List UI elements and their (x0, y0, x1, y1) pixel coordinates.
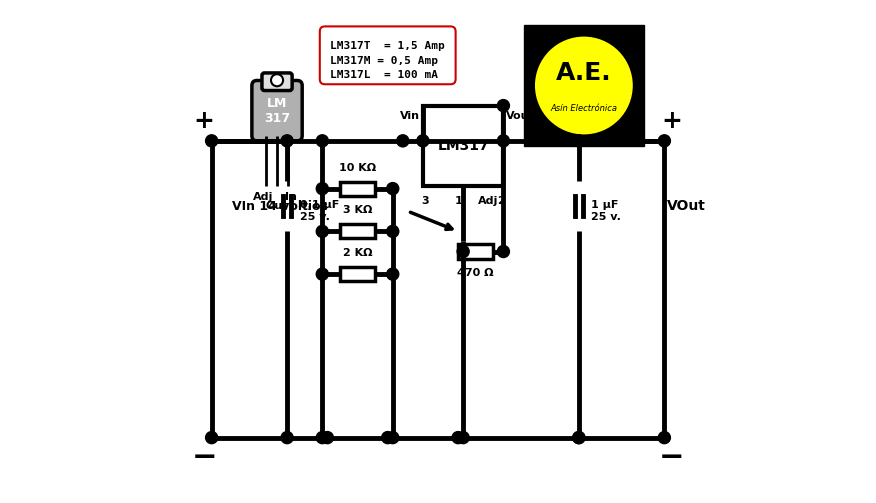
Circle shape (573, 432, 585, 444)
Circle shape (397, 135, 409, 147)
Text: LM317: LM317 (437, 139, 489, 153)
Text: 3 KΩ: 3 KΩ (343, 205, 372, 215)
Text: LM
317: LM 317 (264, 97, 290, 125)
Circle shape (316, 183, 328, 195)
Text: In: In (285, 192, 297, 202)
Circle shape (417, 135, 429, 147)
Text: Adj: Adj (478, 196, 498, 206)
Circle shape (271, 74, 283, 87)
Circle shape (386, 225, 399, 237)
Text: 0,1 μF
25 v.: 0,1 μF 25 v. (300, 201, 339, 222)
Circle shape (206, 432, 217, 444)
Text: Adj: Adj (253, 192, 273, 202)
Circle shape (498, 245, 510, 258)
Text: LM317M = 0,5 Amp: LM317M = 0,5 Amp (330, 56, 438, 65)
Circle shape (573, 432, 585, 444)
Circle shape (386, 432, 399, 444)
Text: +: + (661, 109, 682, 133)
FancyBboxPatch shape (423, 106, 504, 186)
Circle shape (316, 268, 328, 280)
Circle shape (573, 135, 585, 147)
Text: VOut: VOut (667, 199, 706, 213)
Text: VIn 14 voltios: VIn 14 voltios (232, 200, 328, 213)
Text: LM317L  = 100 mA: LM317L = 100 mA (330, 70, 438, 79)
Text: Vout: Vout (506, 111, 534, 121)
FancyBboxPatch shape (340, 224, 375, 238)
Circle shape (452, 432, 464, 444)
Text: LM317T  = 1,5 Amp: LM317T = 1,5 Amp (330, 42, 445, 51)
Circle shape (457, 432, 470, 444)
Circle shape (386, 268, 399, 280)
Text: 2: 2 (497, 196, 505, 206)
FancyBboxPatch shape (262, 73, 292, 91)
Text: 10 KΩ: 10 KΩ (339, 162, 376, 173)
FancyBboxPatch shape (320, 26, 456, 85)
Circle shape (316, 135, 328, 147)
Text: 2 KΩ: 2 KΩ (343, 248, 372, 258)
FancyBboxPatch shape (340, 267, 375, 281)
Circle shape (281, 432, 293, 444)
Text: 470 Ω: 470 Ω (457, 268, 494, 278)
Text: +: + (194, 109, 215, 133)
Text: 3: 3 (421, 196, 429, 206)
FancyBboxPatch shape (340, 182, 375, 196)
Circle shape (498, 100, 510, 112)
Text: 1 μF
25 v.: 1 μF 25 v. (591, 201, 621, 222)
Circle shape (316, 225, 328, 237)
Circle shape (382, 432, 393, 444)
Circle shape (498, 135, 510, 147)
Text: A.E.: A.E. (556, 61, 611, 85)
Circle shape (321, 432, 334, 444)
FancyBboxPatch shape (524, 25, 644, 146)
Text: Vin: Vin (400, 111, 420, 121)
FancyBboxPatch shape (252, 80, 302, 141)
Circle shape (386, 183, 399, 195)
Circle shape (659, 432, 670, 444)
Circle shape (281, 135, 293, 147)
Text: 1: 1 (455, 196, 462, 206)
Circle shape (533, 35, 634, 136)
Text: −: − (191, 443, 217, 472)
Text: −: − (659, 443, 685, 472)
Circle shape (316, 432, 328, 444)
Text: Asín Electrónica: Asín Electrónica (550, 104, 618, 113)
FancyBboxPatch shape (458, 244, 493, 259)
Circle shape (457, 245, 470, 258)
Circle shape (206, 135, 217, 147)
Text: Out: Out (265, 201, 288, 211)
Circle shape (659, 135, 670, 147)
